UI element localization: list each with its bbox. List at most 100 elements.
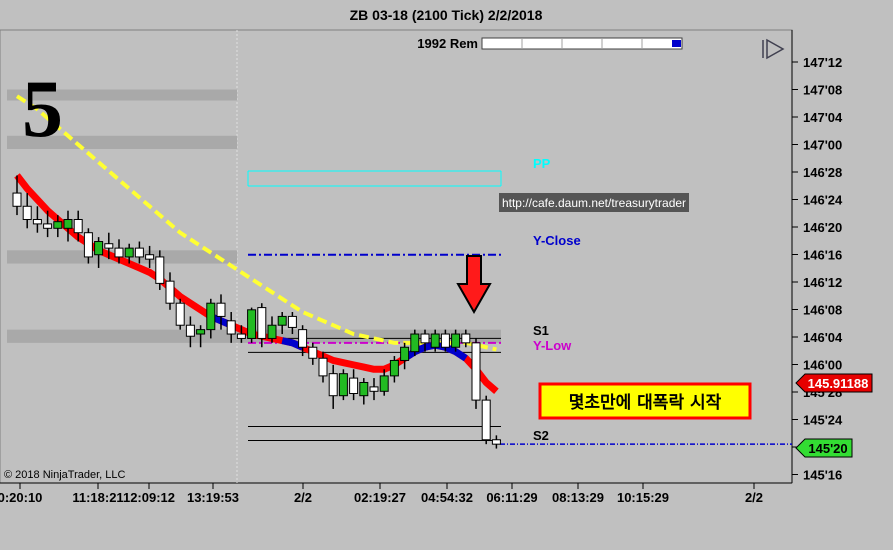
price-tick-label: 146'28	[803, 165, 842, 180]
candle-body	[134, 247, 144, 258]
candle-21	[226, 312, 236, 343]
candle-39	[410, 329, 420, 357]
gray-zone-3	[7, 329, 237, 343]
candle-body	[287, 315, 297, 328]
candle-body	[196, 329, 206, 335]
y-low-label: Y-Low	[533, 338, 572, 353]
candle-body	[155, 256, 165, 284]
gray-zone-0	[7, 89, 237, 101]
chart-title: ZB 03-18 (2100 Tick) 2/2/2018	[350, 7, 543, 23]
candle-6	[73, 210, 83, 242]
candle-5	[63, 210, 73, 242]
candle-body	[328, 373, 338, 397]
candle-body	[308, 346, 318, 359]
candle-body	[257, 307, 267, 339]
candle-body	[420, 333, 430, 344]
url-watermark-box	[499, 193, 689, 212]
candle-body	[43, 223, 53, 229]
price-tick-label: 146'20	[803, 220, 842, 235]
candle-37	[389, 356, 399, 383]
candle-body	[124, 247, 134, 258]
candle-1	[22, 193, 32, 229]
price-tick-label: 147'04	[803, 110, 843, 125]
candle-47	[491, 435, 501, 449]
candle-body	[461, 333, 471, 344]
korean-callout-box	[538, 382, 752, 420]
candle-10	[114, 239, 124, 264]
gray-zone-1	[7, 135, 237, 150]
candle-body	[440, 333, 450, 348]
last-price-badge: 145'20	[795, 438, 853, 458]
candle-body	[491, 439, 501, 445]
candle-9	[104, 232, 114, 260]
price-tick-label: 146'04	[803, 330, 843, 345]
remaining-progress-bar	[481, 37, 683, 50]
candle-14	[155, 250, 165, 290]
candle-body	[410, 333, 420, 353]
price-tick-label: 145'24	[803, 413, 843, 428]
candle-29	[308, 342, 318, 365]
price-tick-label: 146'24	[803, 193, 843, 208]
korean-callout-text: 몇초만에 대폭락 시작	[569, 393, 722, 413]
candle-body	[369, 386, 379, 392]
candle-body	[471, 342, 481, 401]
y-close-label: Y-Close	[533, 233, 581, 248]
play-to-end-icon[interactable]	[760, 38, 786, 60]
current-price-badge: 145.91188	[795, 373, 873, 393]
time-tick-label: 0:20:10	[0, 490, 42, 505]
price-axis-ticks: 147'12 147'08 147'04 147'00 146'28 146'24 146'…	[792, 55, 843, 483]
last-price-value: 145'20	[808, 441, 847, 456]
candle-35	[369, 378, 379, 401]
candle-body	[389, 359, 399, 377]
price-tick-label: 147'08	[803, 83, 842, 98]
remaining-progress-segments	[521, 39, 643, 48]
candle-45	[471, 338, 481, 409]
candle-body	[247, 309, 257, 339]
price-tick-label: 146'12	[803, 275, 842, 290]
price-tick-label: 145'16	[803, 468, 842, 483]
candle-body	[430, 333, 440, 348]
candle-18	[196, 325, 206, 348]
candles	[12, 175, 501, 449]
candle-0	[12, 175, 22, 216]
time-tick-label: 02:19:27	[354, 490, 406, 505]
candle-25	[267, 316, 277, 343]
candle-34	[359, 378, 369, 405]
candle-2	[32, 206, 42, 233]
candle-body	[359, 381, 369, 397]
candle-body	[73, 218, 83, 234]
price-tick-label: 147'00	[803, 138, 842, 153]
time-tick-label: 06:11:29	[486, 490, 537, 505]
slow-ma-line	[15, 94, 497, 352]
candle-16	[175, 298, 185, 330]
candle-body	[451, 333, 461, 348]
candle-body	[349, 377, 359, 395]
candle-30	[318, 351, 328, 383]
candle-body	[216, 302, 226, 317]
candle-body	[22, 205, 32, 220]
candle-23	[247, 307, 257, 343]
candle-8	[94, 237, 104, 268]
candle-7	[83, 228, 93, 264]
candle-20	[216, 294, 226, 330]
time-tick-label: 11:18:21	[72, 490, 123, 505]
candle-32	[338, 369, 348, 401]
candle-12	[134, 241, 144, 264]
time-tick-label: 12:09:12	[123, 490, 175, 505]
time-tick-label: 2/2	[294, 490, 312, 505]
candle-body	[400, 346, 410, 361]
candle-body	[379, 375, 389, 392]
candle-46	[481, 395, 491, 445]
remaining-progress-fill	[672, 40, 681, 47]
candle-body	[12, 192, 22, 207]
candle-body	[206, 302, 216, 331]
candle-body	[165, 280, 175, 304]
price-tick-label: 146'00	[803, 358, 842, 373]
candle-body	[277, 315, 287, 326]
candle-body	[226, 320, 236, 335]
price-tick-label: 146'16	[803, 248, 842, 263]
candle-15	[165, 272, 175, 310]
candle-17	[185, 316, 195, 348]
candle-11	[124, 243, 134, 264]
